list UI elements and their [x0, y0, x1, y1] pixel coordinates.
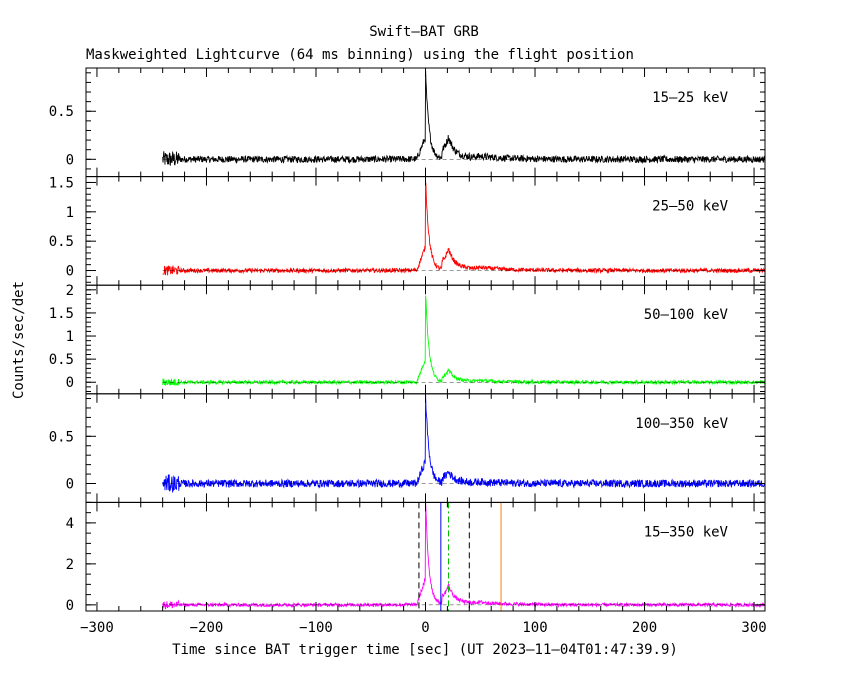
- lightcurve-series: [162, 502, 766, 610]
- y-tick-label: 0.5: [49, 104, 74, 120]
- panels-group: 0 0.5 15–25 keV 0 0.5 1 1.5 25–50 keV 0 0.5 1 1.5 2 5…: [49, 67, 767, 636]
- x-tick-label: 0: [421, 620, 429, 636]
- y-tick-label: 4: [66, 516, 74, 532]
- y-axis-label: Counts/sec/det: [11, 281, 27, 399]
- y-tick-label: 0.5: [49, 352, 74, 368]
- y-tick-label: 2: [66, 557, 74, 573]
- band-label: 15–25 keV: [652, 90, 728, 106]
- lightcurve-series: [162, 181, 766, 276]
- y-tick-label: 1: [66, 205, 74, 221]
- band-label: 100–350 keV: [635, 416, 728, 432]
- x-tick-label: −100: [299, 620, 333, 636]
- x-tick-label: 100: [522, 620, 547, 636]
- x-tick-label: 200: [632, 620, 657, 636]
- x-tick-label: −200: [190, 620, 224, 636]
- band-label: 25–50 keV: [652, 199, 728, 215]
- lightcurve-series: [162, 70, 766, 166]
- y-tick-label: 0.5: [49, 429, 74, 445]
- y-tick-label: 0: [66, 375, 74, 391]
- x-tick-label: 300: [741, 620, 766, 636]
- y-tick-label: 0: [66, 598, 74, 614]
- y-tick-label: 0: [66, 477, 74, 493]
- y-tick-label: 2: [66, 283, 74, 299]
- y-tick-label: 0: [66, 152, 74, 168]
- y-tick-label: 0.5: [49, 234, 74, 250]
- band-label: 15–350 keV: [644, 524, 729, 540]
- lightcurve-series: [162, 394, 766, 493]
- x-axis-label: Time since BAT trigger time [sec] (UT 20…: [172, 642, 678, 658]
- chart-subtitle: Maskweighted Lightcurve (64 ms binning) …: [86, 47, 634, 63]
- band-label: 50–100 keV: [644, 307, 729, 323]
- y-tick-label: 1.5: [49, 306, 74, 322]
- y-tick-label: 1: [66, 329, 74, 345]
- x-tick-label: −300: [80, 620, 114, 636]
- y-tick-label: 1.5: [49, 175, 74, 191]
- chart-title: Swift–BAT GRB: [369, 24, 479, 40]
- y-tick-label: 0: [66, 264, 74, 280]
